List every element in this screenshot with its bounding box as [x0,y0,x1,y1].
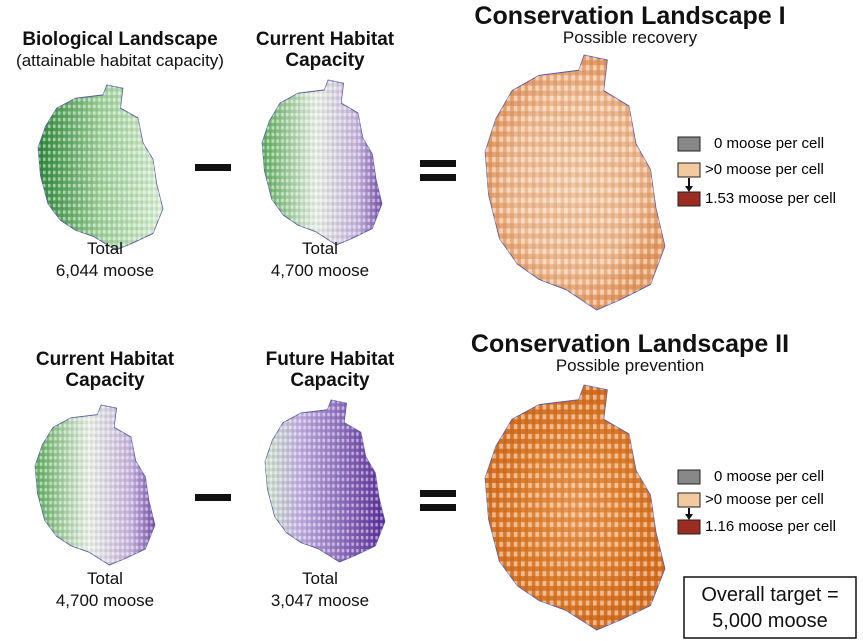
result-subtitle: Possible prevention [555,356,705,375]
target-box [683,576,857,639]
total: 4,700 moose [55,591,155,610]
map-current [261,79,383,246]
legend-label: 1.53 moose per cell [705,190,836,207]
result-subtitle: Possible recovery [562,28,698,47]
legend-label: >0 moose per cell [705,491,824,508]
panel-title: Biological Landscape [22,29,218,50]
target-line: Overall target = [701,584,839,606]
panel-title: Current Habitat Capacity [255,29,395,71]
minus [195,494,231,501]
legend-2 [677,469,701,535]
total-label: Total [302,239,338,258]
legend-label: 0 moose per cell [714,468,825,485]
map-conservation-1 [483,53,667,312]
map-conservation-2 [483,383,667,632]
map-future [264,399,386,563]
target-line: 5,000 moose [712,610,828,632]
equals [420,504,456,511]
panel-subtitle: (attainable habitat capacity) [16,51,224,70]
result-title: Conservation Landscape II [470,330,790,358]
map-current-2 [34,404,156,566]
map-biological [37,84,164,251]
panel-title: Current Habitat Capacity [35,349,175,391]
result-title: Conservation Landscape I [474,2,786,30]
legend-1 [677,136,701,207]
total: 4,700 moose [270,261,370,280]
total: 3,047 moose [270,591,370,610]
legend-label: >0 moose per cell [705,161,824,178]
legend-label: 0 moose per cell [714,135,825,152]
equals [420,490,456,497]
total-label: Total [87,239,123,258]
total: 6,044 moose [55,261,155,280]
total-label: Total [87,569,123,588]
equals [420,160,456,167]
minus [195,164,231,171]
legend-label: 1.16 moose per cell [705,518,836,535]
panel-title: Future Habitat Capacity [265,349,395,391]
total-label: Total [302,569,338,588]
equals [420,174,456,181]
